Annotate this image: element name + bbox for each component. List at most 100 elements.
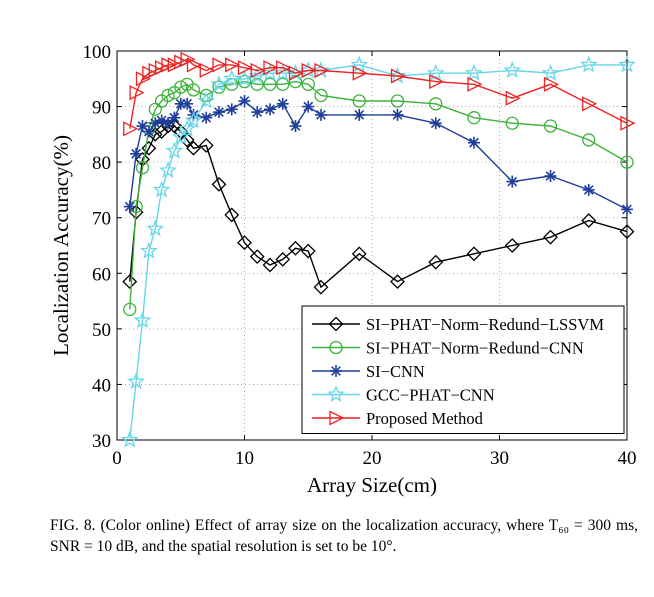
y-tick-label: 40: [92, 375, 111, 396]
data-point-marker: [328, 316, 344, 332]
data-point-marker: [178, 119, 196, 137]
data-point-marker: [618, 55, 636, 73]
data-point-marker: [582, 96, 598, 112]
data-point-marker: [543, 76, 559, 92]
data-point-marker: [581, 213, 597, 228]
data-point-marker: [314, 88, 328, 103]
data-point-marker: [621, 203, 633, 216]
data-point-marker: [619, 224, 635, 240]
data-point-marker: [467, 111, 481, 125]
data-point-marker: [200, 111, 213, 124]
series-line: [129, 64, 627, 441]
data-point-marker: [213, 106, 225, 119]
data-point-marker: [237, 74, 252, 89]
data-point-marker: [165, 141, 184, 159]
legend-item: SI−PHAT−Norm−Redund−LSSVM: [312, 315, 604, 334]
legend-label: GCC−PHAT−CNN: [366, 386, 495, 405]
data-point-marker: [505, 116, 519, 130]
data-point-marker: [582, 133, 596, 147]
series-asterisk: [123, 95, 633, 216]
y-tick-label: 100: [83, 42, 112, 63]
data-point-marker: [171, 127, 190, 145]
x-tick-label: 10: [235, 448, 254, 469]
data-point-marker: [161, 88, 175, 103]
line-chart: 0 10 20 30 40 30 40 50 60 70 80 90 100 Array Size(cm…: [49, 42, 637, 497]
data-point-marker: [543, 229, 558, 245]
data-point-marker: [314, 62, 330, 79]
data-point-marker: [133, 311, 152, 329]
data-point-marker: [181, 97, 194, 110]
data-point-marker: [212, 57, 228, 73]
data-point-marker: [250, 62, 266, 79]
data-point-marker: [620, 115, 636, 131]
data-point-marker: [302, 100, 315, 113]
y-tick-label: 90: [92, 98, 111, 119]
legend-item: Proposed Method: [312, 409, 484, 428]
data-point-marker: [313, 279, 329, 295]
figure-caption: FIG. 8. (Color online) Effect of array s…: [50, 515, 638, 557]
data-point-marker: [301, 77, 315, 91]
legend-item: SI−CNN: [312, 362, 425, 381]
y-tick-label: 50: [92, 320, 111, 341]
data-point-marker: [224, 207, 240, 223]
data-point-marker: [276, 60, 292, 76]
data-point-marker: [197, 91, 216, 109]
data-point-marker: [135, 161, 150, 175]
data-point-marker: [263, 60, 279, 76]
series-group: [120, 51, 636, 448]
data-point-marker: [129, 85, 145, 101]
data-point-marker: [140, 241, 158, 259]
data-point-marker: [391, 108, 404, 121]
data-point-marker: [353, 108, 366, 121]
data-point-marker: [352, 94, 366, 108]
data-point-marker: [141, 140, 157, 156]
legend-item: GCC−PHAT−CNN: [312, 385, 495, 405]
data-point-marker: [142, 125, 155, 138]
x-tick-label: 30: [490, 448, 509, 469]
data-point-marker: [466, 246, 482, 262]
data-point-marker: [288, 240, 303, 256]
data-point-marker: [237, 60, 253, 76]
data-point-marker: [238, 95, 251, 108]
y-tick-label: 70: [92, 209, 111, 230]
data-point-marker: [289, 120, 302, 133]
data-point-marker: [506, 175, 519, 188]
data-point-marker: [174, 80, 188, 94]
data-point-marker: [154, 124, 170, 139]
caption-text: FIG. 8. (Color online) Effect of array s…: [50, 517, 638, 555]
data-point-marker: [235, 69, 254, 87]
data-point-marker: [130, 147, 143, 160]
data-point-marker: [186, 140, 201, 156]
data-point-marker: [186, 83, 201, 97]
legend-box: [301, 305, 625, 434]
data-point-marker: [288, 74, 303, 89]
data-point-marker: [179, 132, 195, 148]
data-point-marker: [429, 97, 443, 111]
legend-item: SI−PHAT−Norm−Redund−CNN: [312, 339, 584, 358]
data-point-marker: [544, 170, 557, 183]
data-point-marker: [264, 103, 276, 116]
data-point-marker: [225, 103, 238, 116]
data-point-marker: [429, 117, 442, 130]
data-point-marker: [329, 410, 345, 426]
data-point-marker: [329, 340, 343, 355]
axis-ticks: 0 10 20 30 40 30 40 50 60 70 80 90 100: [83, 42, 637, 469]
data-point-marker: [249, 249, 265, 265]
data-point-marker: [250, 77, 264, 91]
data-point-marker: [315, 108, 327, 121]
data-point-marker: [136, 120, 149, 133]
data-point-marker: [352, 65, 368, 81]
data-point-marker: [330, 365, 342, 377]
legend-label: SI−PHAT−Norm−Redund−LSSVM: [366, 315, 604, 334]
data-point-marker: [262, 257, 278, 273]
data-point-marker: [467, 76, 483, 92]
data-point-marker: [429, 74, 445, 90]
x-tick-label: 40: [618, 448, 637, 469]
y-axis-label: Localization Accuracy(%): [49, 135, 73, 356]
data-point-marker: [211, 176, 227, 192]
legend-label: SI−CNN: [366, 362, 425, 381]
data-point-marker: [146, 219, 165, 237]
data-point-marker: [503, 61, 522, 78]
series-diamond: [122, 118, 635, 295]
legend: SI−PHAT−Norm−Redund−LSSVM SI−PHAT−Norm−Re…: [301, 305, 625, 434]
